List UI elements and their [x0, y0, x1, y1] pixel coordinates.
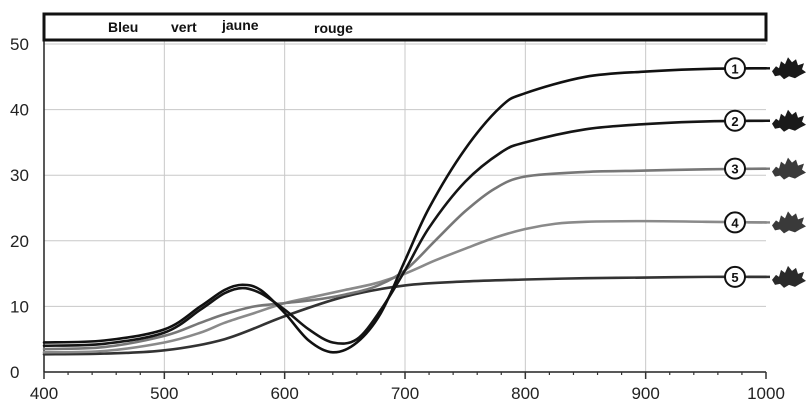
- series-lines: [42, 66, 768, 356]
- band-label-jaune: jaune: [221, 17, 259, 33]
- series-line-3: [42, 167, 768, 351]
- series-marker-2: 2: [724, 109, 806, 132]
- x-tick-label-700: 700: [391, 384, 419, 403]
- x-tick-label-600: 600: [270, 384, 298, 403]
- series-marker-circle-4: [724, 211, 746, 234]
- y-tick-labels: 0 10 20 30 40 50: [10, 35, 29, 382]
- grid: [44, 40, 766, 372]
- leaf-icon: [772, 57, 806, 80]
- series-marker-circle-5: [724, 265, 746, 288]
- color-band-box: [42, 12, 768, 42]
- band-label-vert: vert: [171, 19, 197, 35]
- series-marker-label-4: 4: [731, 215, 739, 230]
- series-marker-circle-2: [724, 109, 746, 132]
- leaf-icon: [772, 157, 806, 180]
- x-tick-label-900: 900: [631, 384, 659, 403]
- series-marker-label-2: 2: [731, 114, 738, 129]
- y-tick-label-40: 40: [10, 101, 29, 120]
- series-marker-4: 4: [724, 211, 806, 234]
- series-line-5: [42, 275, 768, 356]
- y-tick-label-50: 50: [10, 35, 29, 54]
- series-marker-5: 5: [724, 265, 806, 288]
- x-tick-label-1000: 1000: [747, 384, 785, 403]
- y-tick-label-10: 10: [10, 297, 29, 316]
- series-marker-1: 1: [724, 57, 806, 80]
- series-line-2: [42, 119, 768, 348]
- series-line-1: [42, 66, 768, 354]
- leaf-icon: [772, 211, 806, 234]
- color-band-legend: Bleu vert jaune rouge: [42, 12, 768, 42]
- leaf-icon: [772, 109, 806, 132]
- y-tick-label-0: 0: [10, 363, 19, 382]
- series-marker-circle-1: [724, 57, 746, 80]
- leaf-icon: [772, 265, 806, 288]
- x-tick-label-500: 500: [150, 384, 178, 403]
- series-marker-label-5: 5: [731, 270, 738, 285]
- band-label-rouge: rouge: [314, 20, 353, 36]
- y-tick-label-30: 30: [10, 166, 29, 185]
- x-tick-label-800: 800: [511, 384, 539, 403]
- x-tick-label-400: 400: [30, 384, 58, 403]
- series-markers: 1 2 3 4 5: [724, 57, 806, 288]
- x-tick-labels: 400 500 600 700 800 900 1000: [30, 384, 785, 403]
- y-tick-label-20: 20: [10, 232, 29, 251]
- series-marker-label-1: 1: [731, 61, 738, 76]
- series-marker-3: 3: [724, 157, 806, 180]
- series-marker-label-3: 3: [731, 162, 738, 177]
- series-marker-circle-3: [724, 157, 746, 180]
- axes: [43, 40, 767, 379]
- band-label-bleu: Bleu: [108, 19, 138, 35]
